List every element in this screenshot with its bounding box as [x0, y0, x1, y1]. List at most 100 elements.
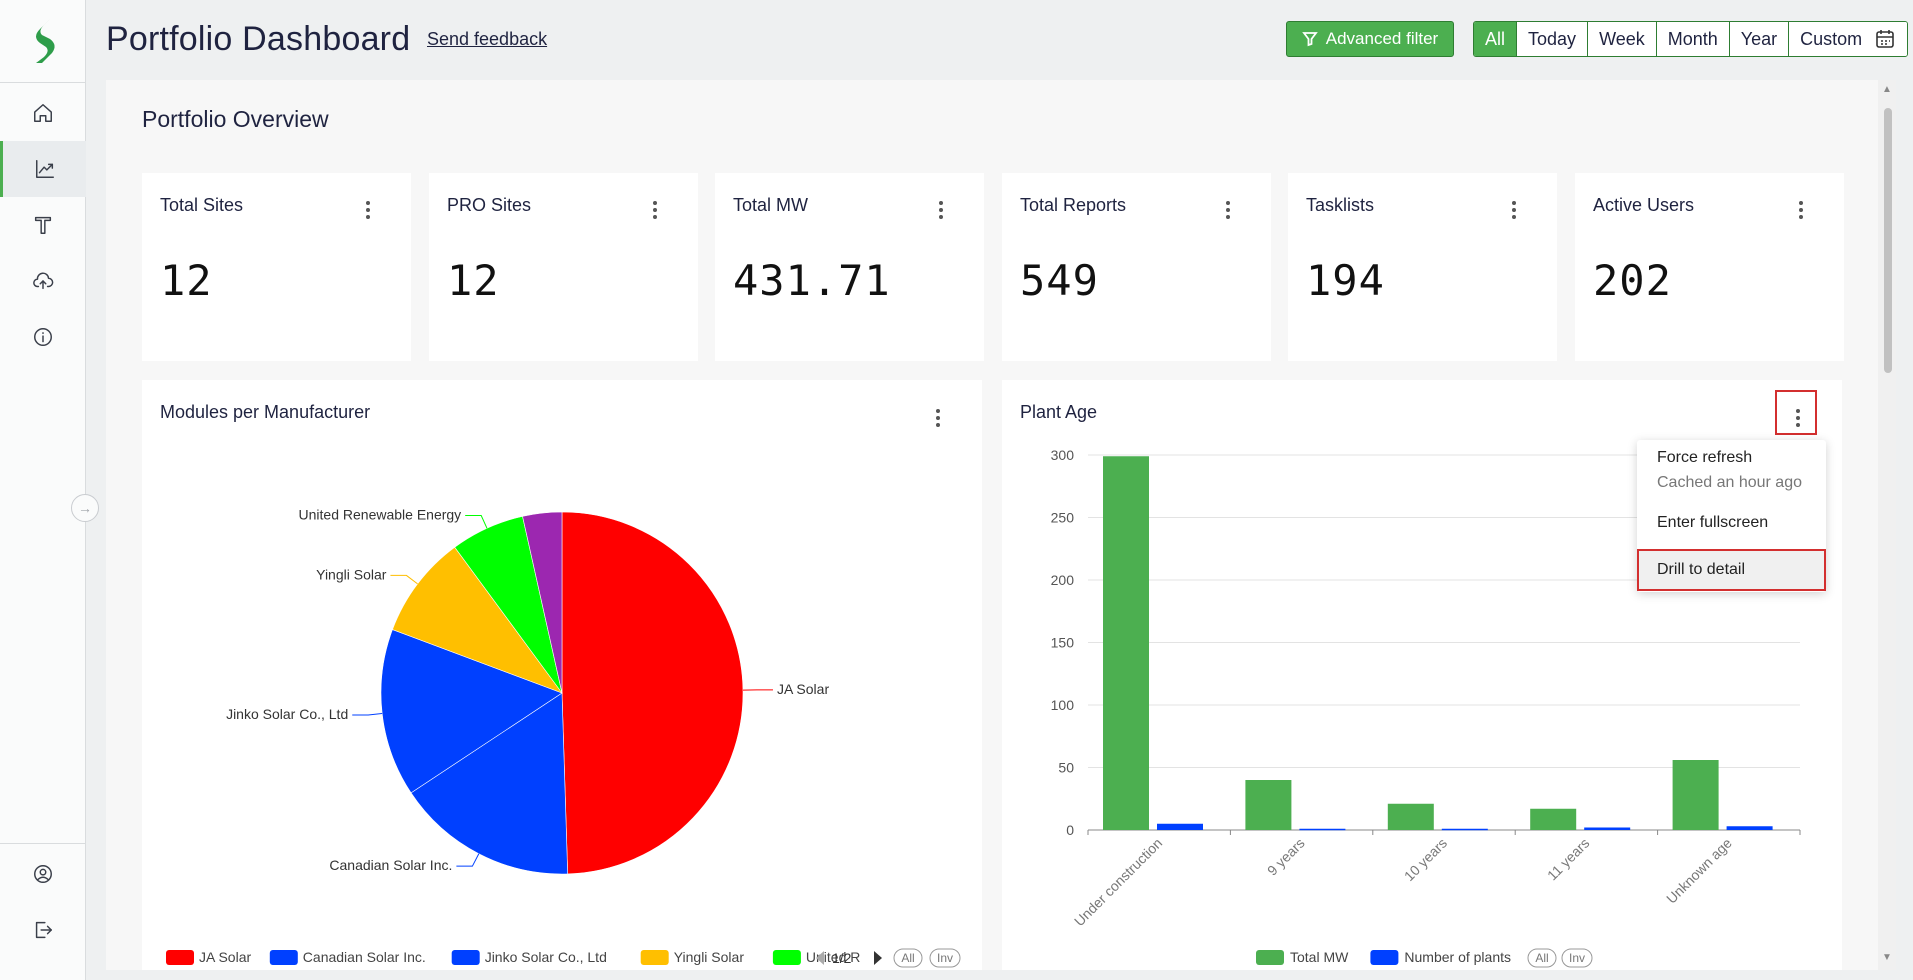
legend-swatch[interactable]	[772, 950, 801, 965]
pie-slice[interactable]	[522, 511, 563, 694]
more-options-icon[interactable]	[1788, 406, 1808, 430]
kpi-card-total-sites: Total Sites 12	[142, 173, 411, 361]
bar[interactable]	[1726, 826, 1773, 830]
more-options-icon[interactable]	[1791, 198, 1811, 222]
legend-button[interactable]	[1561, 948, 1593, 968]
sidebar-item-text[interactable]	[0, 197, 86, 253]
kpi-card-pro-sites: PRO Sites 12	[429, 173, 698, 361]
sidebar-item-profile[interactable]	[0, 846, 86, 902]
x-tick-label: 9 years	[1264, 835, 1308, 879]
period-selector: All Today Week Month Year Custom	[1473, 21, 1909, 57]
kpi-label: Total MW	[733, 195, 809, 215]
more-options-icon[interactable]	[645, 198, 665, 222]
legend-button[interactable]	[929, 948, 961, 968]
x-tick-label: 10 years	[1401, 835, 1450, 884]
bar[interactable]	[1157, 823, 1203, 830]
period-month[interactable]: Month	[1656, 22, 1730, 56]
section-title: Portfolio Overview	[142, 106, 329, 132]
legend-label[interactable]: Total MW	[1290, 949, 1349, 965]
pie-leader-line	[352, 712, 383, 716]
legend-swatch[interactable]	[1370, 950, 1399, 965]
period-week[interactable]: Week	[1588, 22, 1657, 56]
period-all[interactable]: All	[1474, 22, 1518, 56]
scroll-up-icon[interactable]: ▲	[1882, 84, 1892, 95]
x-tick-label: Under construction	[1071, 835, 1165, 929]
sidebar-item-dashboard[interactable]	[0, 141, 86, 197]
bar[interactable]	[1245, 780, 1292, 830]
bar[interactable]	[1387, 803, 1434, 830]
pie-leader-line	[456, 853, 480, 867]
legend-label[interactable]: Number of plants	[1404, 949, 1511, 965]
kpi-card-total-reports: Total Reports 549	[1002, 173, 1271, 361]
main-scrollbar[interactable]: ▲ ▼	[1878, 80, 1896, 970]
bar[interactable]	[1299, 828, 1346, 831]
plant-age-menu-trigger[interactable]	[1775, 390, 1817, 435]
legend-next-icon[interactable]	[874, 951, 882, 965]
legend-swatch[interactable]	[1256, 950, 1284, 965]
text-tool-icon	[34, 216, 52, 234]
pie-slice-label: JA Solar	[777, 681, 829, 697]
bar[interactable]	[1103, 456, 1149, 830]
pie-slice-label: Canadian Solar Inc.	[329, 857, 452, 873]
kpi-value: 194	[1306, 256, 1385, 305]
dashboard-panel: Portfolio Overview Total Sites 12 PRO Si…	[106, 80, 1883, 970]
period-today[interactable]: Today	[1517, 22, 1589, 56]
advanced-filter-button[interactable]: Advanced filter	[1286, 21, 1454, 57]
y-tick-label: 250	[1051, 510, 1075, 526]
bar[interactable]	[1530, 808, 1577, 830]
bar[interactable]	[1584, 827, 1631, 831]
sidebar-item-logout[interactable]	[0, 902, 86, 958]
app-logo[interactable]	[0, 0, 86, 83]
legend-swatch[interactable]	[640, 950, 669, 965]
bar[interactable]	[1441, 828, 1488, 831]
period-custom-label: Custom	[1800, 28, 1863, 49]
bar[interactable]	[1672, 760, 1719, 830]
sidebar-item-info[interactable]	[0, 309, 86, 365]
kpi-card-total-mw: Total MW 431.71	[715, 173, 984, 361]
legend-page-indicator: 1/2	[832, 950, 852, 966]
scroll-down-icon[interactable]: ▼	[1882, 952, 1892, 963]
period-custom[interactable]: Custom	[1789, 22, 1908, 56]
cloud-upload-icon	[33, 272, 54, 290]
legend-button[interactable]	[1527, 948, 1557, 968]
filter-icon	[1301, 32, 1318, 47]
more-options-icon[interactable]	[928, 406, 948, 430]
period-year[interactable]: Year	[1729, 22, 1790, 56]
sidebar-collapse-button[interactable]: →	[71, 494, 99, 522]
legend-swatch[interactable]	[451, 950, 480, 965]
sidebar-item-upload[interactable]	[0, 253, 86, 309]
legend-label[interactable]: JA Solar	[199, 949, 251, 965]
more-options-icon[interactable]	[358, 198, 378, 222]
arrow-right-icon: →	[78, 500, 92, 516]
menu-item-drill-to-detail[interactable]: Drill to detail	[1637, 549, 1826, 591]
menu-item-cached-info: Cached an hour ago	[1657, 474, 1802, 491]
pie-slice-label: Yingli Solar	[316, 566, 387, 582]
legend-button-label: All	[901, 951, 914, 965]
chart-card-modules: Modules per Manufacturer JA Solar Canadia…	[142, 380, 982, 970]
legend-prev-icon[interactable]	[816, 951, 824, 965]
scroll-thumb[interactable]	[1884, 108, 1892, 373]
kpi-value: 12	[160, 256, 213, 305]
page-title: Portfolio Dashboard	[106, 20, 411, 58]
legend-label[interactable]: Yingli Solar	[674, 949, 745, 965]
pie-slice[interactable]	[561, 511, 744, 875]
chart-title: Modules per Manufacturer	[160, 402, 371, 422]
menu-item-force-refresh[interactable]: Force refresh	[1657, 449, 1753, 466]
legend-swatch[interactable]	[166, 950, 194, 965]
chart-title: Plant Age	[1020, 402, 1098, 422]
menu-item-fullscreen[interactable]: Enter fullscreen	[1657, 514, 1769, 531]
legend-label[interactable]: Jinko Solar Co., Ltd	[485, 949, 607, 965]
legend-button[interactable]	[893, 948, 923, 968]
more-options-icon[interactable]	[1218, 198, 1238, 222]
pie-slice[interactable]	[410, 692, 568, 875]
calendar-icon	[1876, 30, 1894, 48]
x-tick-label: 11 years	[1544, 835, 1593, 884]
legend-label[interactable]: Canadian Solar Inc.	[303, 949, 426, 965]
sidebar-item-home[interactable]	[0, 85, 86, 141]
send-feedback-link[interactable]: Send feedback	[427, 29, 548, 49]
user-profile-icon	[34, 865, 52, 883]
more-options-icon[interactable]	[1504, 198, 1524, 222]
x-tick-label: Unknown age	[1663, 835, 1735, 907]
legend-swatch[interactable]	[269, 950, 298, 965]
more-options-icon[interactable]	[931, 198, 951, 222]
